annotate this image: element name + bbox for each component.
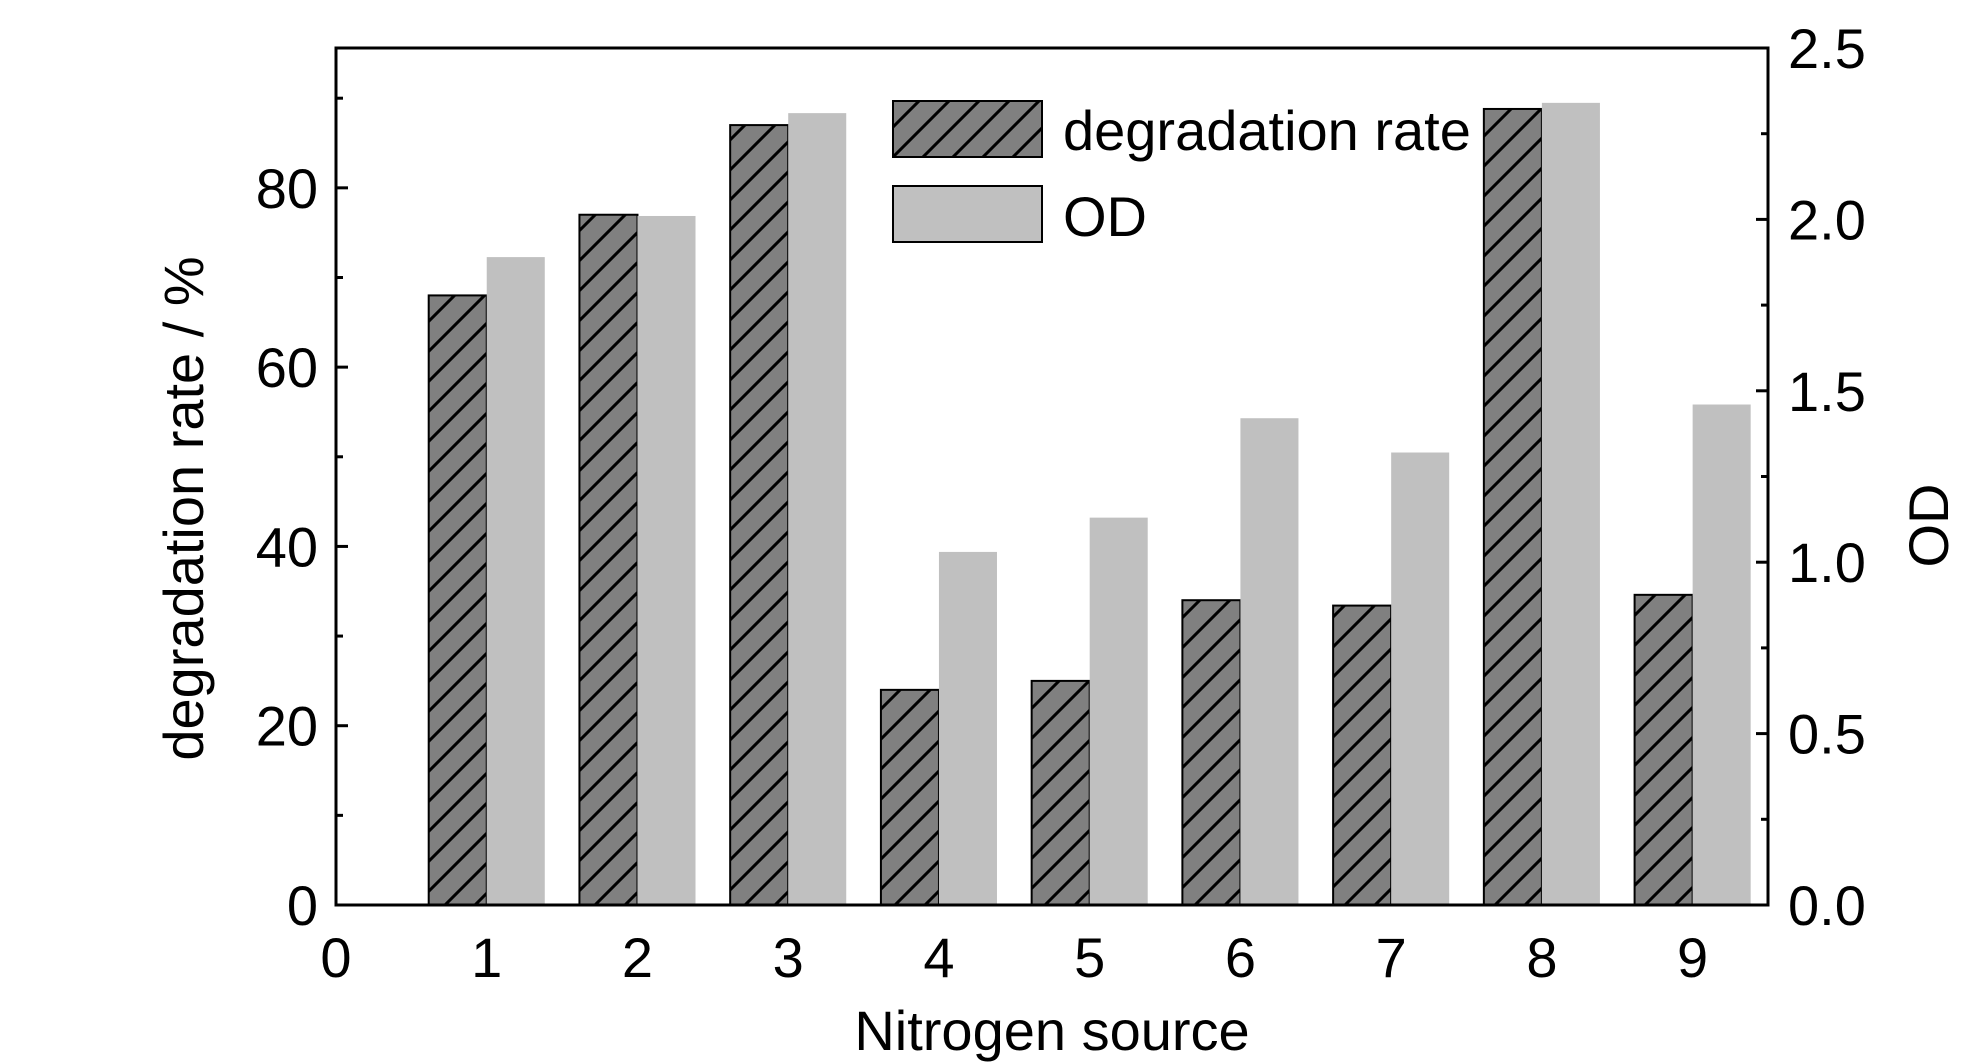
y2-tick-label-0.5: 0.5	[1788, 703, 1866, 766]
legend-swatch-degradation-rate	[892, 100, 1043, 158]
bar-degradation-rate-4	[879, 688, 940, 907]
bar-degradation-rate-9	[1633, 593, 1694, 907]
legend-label-od: OD	[1063, 185, 1147, 248]
y-tick-label-20: 20	[256, 695, 318, 758]
y2-tick-label-1.0: 1.0	[1788, 531, 1866, 594]
bar-degradation-rate-5	[1030, 679, 1091, 906]
x-tick-label-3: 3	[773, 926, 804, 989]
x-axis-title: Nitrogen source	[854, 999, 1249, 1062]
y2-tick-label-1.5: 1.5	[1788, 360, 1866, 423]
x-tick-label-8: 8	[1526, 926, 1557, 989]
y-tick-label-60: 60	[256, 336, 318, 399]
bar-degradation-rate-3	[729, 124, 790, 907]
y-tick-label-40: 40	[256, 515, 318, 578]
bars-layer	[427, 102, 1751, 907]
bar-od-2	[637, 215, 696, 906]
x-tick-label-9: 9	[1677, 926, 1708, 989]
bar-degradation-rate-7	[1332, 604, 1393, 907]
x-tick-label-7: 7	[1376, 926, 1407, 989]
bar-degradation-rate-1	[427, 294, 488, 906]
axis-layer: 0 20 40 60 80 0.0 0.5 1.0 1.5 2.0 2.5 0 1 2 3 4 5 6 7 8 9	[256, 17, 1866, 989]
x-tick-label-0: 0	[320, 926, 351, 989]
legend-label-degradation-rate: degradation rate	[1063, 99, 1471, 162]
bar-od-8	[1541, 102, 1600, 905]
x-tick-label-5: 5	[1074, 926, 1105, 989]
bar-degradation-rate-8	[1482, 107, 1543, 907]
legend-swatch-od	[892, 185, 1043, 243]
legend: degradation rate OD	[892, 99, 1471, 248]
bar-od-4	[938, 551, 997, 905]
y-tick-label-0: 0	[287, 874, 318, 937]
bar-degradation-rate-2	[578, 213, 639, 907]
bar-od-6	[1240, 418, 1299, 905]
y2-tick-label-2.0: 2.0	[1788, 188, 1866, 251]
x-tick-label-6: 6	[1225, 926, 1256, 989]
bar-od-3	[788, 113, 847, 905]
y2-tick-label-0.0: 0.0	[1788, 874, 1866, 937]
x-tick-label-4: 4	[923, 926, 954, 989]
y-tick-label-80: 80	[256, 157, 318, 220]
bar-od-7	[1391, 452, 1450, 905]
bar-od-5	[1089, 517, 1148, 905]
x-tick-label-2: 2	[622, 926, 653, 989]
y2-tick-label-2.5: 2.5	[1788, 17, 1866, 80]
y2-axis-title: OD	[1897, 484, 1960, 568]
bar-degradation-rate-6	[1181, 599, 1242, 907]
bar-od-1	[486, 257, 545, 905]
y-axis-title: degradation rate / %	[152, 256, 215, 760]
x-tick-label-1: 1	[471, 926, 502, 989]
bar-od-9	[1692, 404, 1751, 905]
